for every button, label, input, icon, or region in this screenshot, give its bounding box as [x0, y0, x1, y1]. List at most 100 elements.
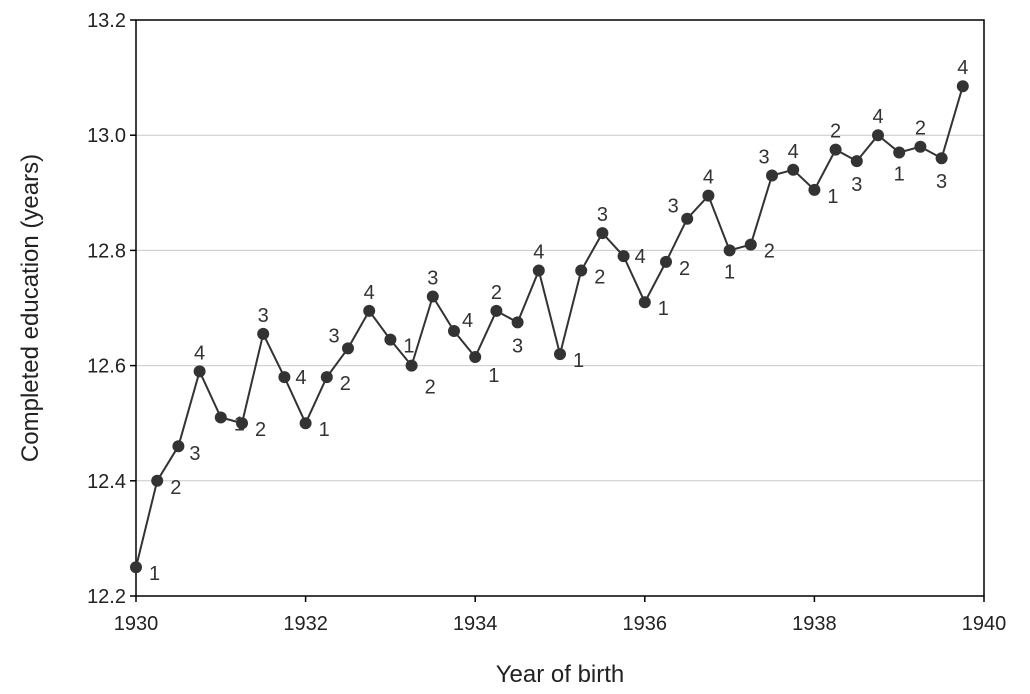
quarter-label: 1	[894, 163, 905, 185]
data-point	[257, 327, 270, 340]
data-point	[766, 169, 778, 182]
gridlines	[136, 134, 984, 482]
data-point	[469, 350, 482, 363]
data-point	[384, 333, 397, 346]
quarter-label: 1	[658, 298, 669, 320]
data-point	[914, 140, 927, 153]
quarter-label: 4	[295, 367, 306, 389]
data-point	[214, 411, 227, 424]
x-tick-label: 1940	[962, 613, 1007, 635]
quarter-label: 2	[594, 267, 605, 289]
data-point	[617, 250, 630, 263]
quarter-label: 3	[758, 147, 769, 169]
data-point	[575, 264, 588, 277]
data-point	[130, 561, 142, 574]
quarter-label: 1	[319, 419, 330, 441]
quarter-label: 4	[957, 57, 968, 79]
data-point	[151, 474, 164, 487]
data-point	[490, 304, 503, 317]
y-tick-label: 12.8	[87, 240, 126, 262]
y-tick-label: 13.2	[87, 10, 126, 32]
data-point	[744, 238, 757, 251]
data-point	[596, 227, 609, 240]
data-point	[426, 290, 439, 303]
y-tick-label: 12.2	[87, 586, 126, 608]
quarter-label: 4	[872, 106, 883, 128]
quarter-label: 2	[491, 282, 502, 304]
quarter-label: 2	[764, 241, 775, 263]
quarter-label: 3	[936, 171, 947, 193]
quarter-label: 2	[340, 373, 351, 395]
data-point	[660, 255, 672, 268]
quarter-label: 2	[679, 258, 690, 280]
quarter-label: 4	[533, 242, 544, 264]
quarter-label: 4	[462, 310, 473, 332]
data-point	[554, 348, 566, 361]
quarter-label: 3	[512, 335, 523, 357]
data-point	[872, 129, 884, 142]
x-tick-label: 1938	[792, 613, 837, 635]
quarter-label: 1	[827, 186, 838, 208]
quarter-label: 3	[189, 443, 200, 465]
data-point	[808, 183, 821, 196]
data-point	[363, 304, 376, 317]
data-point	[342, 342, 354, 355]
quarter-label: 4	[194, 342, 205, 364]
data-point	[893, 146, 906, 159]
data-points	[130, 80, 969, 574]
quarter-label: 1	[149, 563, 160, 585]
quarter-label: 1	[573, 350, 584, 372]
data-point	[193, 365, 206, 378]
data-point	[787, 163, 800, 176]
x-tick-label: 1932	[283, 613, 328, 635]
y-tick-label: 12.6	[87, 356, 126, 378]
x-tick-label: 1934	[453, 613, 498, 635]
data-point	[829, 143, 842, 156]
quarter-label: 1	[488, 365, 499, 387]
y-tick-label: 13.0	[87, 125, 126, 147]
data-point	[532, 264, 545, 277]
data-point	[405, 359, 418, 372]
quarter-label: 4	[635, 246, 646, 268]
quarter-label: 1	[403, 336, 414, 358]
quarter-label: 1	[724, 261, 735, 283]
quarter-label: 3	[328, 325, 339, 347]
quarter-label: 2	[425, 377, 436, 399]
quarter-label: 2	[255, 419, 266, 441]
data-point	[956, 80, 969, 93]
x-tick-label: 1936	[623, 613, 668, 635]
quarter-label: 3	[851, 174, 862, 196]
data-point	[702, 189, 715, 202]
x-axis-title: Year of birth	[496, 661, 625, 688]
quarter-label: 3	[427, 267, 438, 289]
data-point	[236, 417, 248, 430]
data-point	[278, 371, 291, 384]
axis-ticks: 12.2 12.4 12.6 12.8 13.0 13.2 1930 1932 1934 1936…	[87, 10, 1006, 635]
data-point	[850, 155, 863, 168]
data-point	[320, 371, 333, 384]
quarter-label: 4	[364, 282, 375, 304]
data-point	[723, 244, 736, 257]
data-point	[172, 440, 185, 453]
data-point	[299, 417, 312, 430]
y-tick-label: 12.4	[87, 471, 126, 493]
data-point	[638, 296, 651, 309]
quarter-label: 2	[915, 118, 926, 140]
y-axis-title: Completed education (years)	[17, 154, 44, 462]
data-point	[511, 316, 524, 329]
quarter-label: 2	[830, 121, 841, 143]
data-point	[935, 152, 948, 165]
quarter-label: 2	[170, 477, 181, 499]
plot-frame	[135, 19, 985, 597]
quarter-label: 3	[597, 204, 608, 226]
quarter-label: 1	[234, 413, 245, 435]
quarter-label: 3	[258, 305, 269, 327]
x-tick-label: 1930	[114, 613, 159, 635]
series-line	[135, 85, 964, 568]
data-point	[681, 212, 694, 225]
quarter-label: 4	[703, 167, 714, 189]
data-point	[448, 325, 460, 338]
quarter-label: 3	[668, 196, 679, 218]
